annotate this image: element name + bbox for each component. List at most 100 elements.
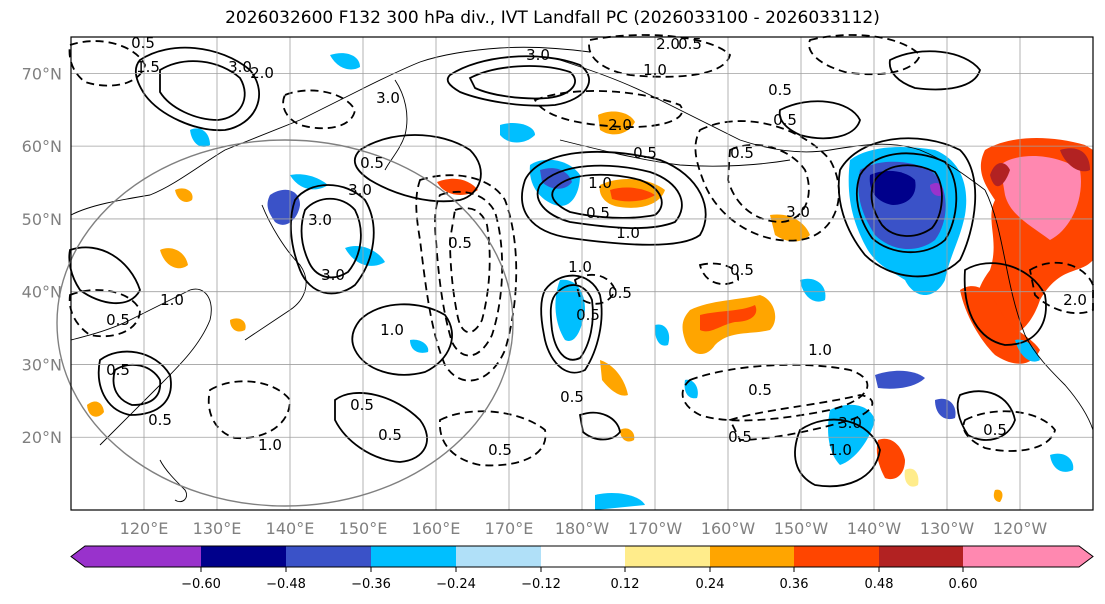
contour-solid-center	[351, 303, 453, 376]
contour-value-label: 3.0	[838, 414, 862, 432]
coast-japan	[244, 204, 307, 341]
contour-solid-se	[956, 390, 1016, 441]
contour-solid-mid2	[549, 284, 594, 361]
contour-value-label: 1.0	[808, 341, 832, 359]
contour-value-label: 1.0	[616, 224, 640, 242]
colorbar-segment	[879, 546, 963, 567]
shaded-anomalies	[87, 53, 1093, 510]
longitude-label: 180°W	[555, 519, 610, 538]
coast-na-west	[984, 189, 1094, 431]
shade-positive-sw	[876, 438, 905, 480]
latitude-label: 30°N	[22, 355, 62, 374]
contour-value-label: 0.5	[360, 154, 384, 172]
contour-value-label: 3.0	[228, 58, 252, 76]
contour-solid-mid	[540, 274, 603, 374]
contour-dashed-alaska	[533, 90, 683, 128]
contour-value-label: 3.0	[376, 89, 400, 107]
shade-positive-alaska	[598, 111, 635, 135]
contour-value-label: 0.5	[106, 311, 130, 329]
contour-solid-ne2	[855, 152, 958, 254]
contour-dashed-e	[698, 262, 739, 285]
contour-solid-arctic2	[468, 65, 576, 100]
shade-negative-japan2	[290, 174, 328, 190]
shade-positive-gulf	[770, 214, 810, 242]
shade-positive-sub	[904, 468, 919, 487]
contour-value-label: 1.0	[568, 258, 592, 276]
longitude-label: 140°E	[266, 519, 315, 538]
coast-asia	[70, 46, 591, 216]
colorbar-tick-label: 0.60	[949, 577, 978, 592]
shade-positive-mid	[682, 295, 776, 355]
contour-value-label: 0.5	[633, 144, 657, 162]
shade-negative-dark	[869, 170, 916, 205]
contour-value-label: 0.5	[983, 421, 1007, 439]
longitude-label: 160°E	[412, 519, 461, 538]
colorbar-tick-label: −0.12	[521, 577, 561, 592]
colorbar-segment	[710, 546, 794, 567]
divergence-contours	[68, 34, 1094, 488]
colorbar-segment	[456, 546, 541, 567]
contour-value-label: 3.0	[786, 203, 810, 221]
contour-dashed-se	[962, 410, 1056, 452]
latitude-label: 40°N	[22, 283, 62, 302]
contour-value-label: 0.5	[748, 381, 772, 399]
colorbar-tick-label: −0.36	[351, 577, 391, 592]
colorbar-segment	[541, 546, 625, 567]
colorbar-tick-label: −0.24	[436, 577, 476, 592]
shade-negative-japan	[267, 189, 300, 225]
contour-value-label: 0.5	[448, 234, 472, 252]
contour-value-label: 1.5	[136, 58, 160, 76]
contour-value-label: 0.5	[350, 396, 374, 414]
latitude-label: 50°N	[22, 210, 62, 229]
contour-value-label: 0.5	[608, 284, 632, 302]
contour-value-label: 0.5	[728, 428, 752, 446]
contour-value-label: 0.5	[576, 306, 600, 324]
map-frame	[70, 36, 1094, 511]
contour-solid-w3	[112, 363, 162, 406]
contour-dashed-arctic	[588, 34, 731, 78]
longitude-label: 160°W	[701, 519, 756, 538]
contour-solid-japan2	[300, 197, 362, 279]
shade-positive-dark2	[1060, 148, 1090, 172]
latitude-label: 60°N	[22, 137, 62, 156]
latitude-label: 70°N	[22, 64, 62, 83]
contour-value-label: 0.5	[488, 441, 512, 459]
contour-dashed-mid	[415, 174, 518, 382]
coast-alaska	[559, 59, 986, 191]
contour-value-label: 0.5	[773, 111, 797, 129]
contour-value-label: 1.0	[643, 61, 667, 79]
contour-value-label: 0.5	[768, 81, 792, 99]
contour-value-label: 3.0	[321, 266, 345, 284]
colorbar-tick-label: 0.24	[696, 577, 725, 592]
shade-positive-kamchatka	[437, 178, 478, 195]
range-circle	[56, 139, 514, 507]
plot-title: 2026032600 F132 300 hPa div., IVT Landfa…	[225, 8, 880, 28]
contour-dashed-ne	[808, 34, 922, 76]
longitude-label: 150°E	[339, 519, 388, 538]
contour-solid-sse	[578, 411, 621, 441]
shade-negative-alaska	[500, 123, 535, 143]
shade-positive-w2	[87, 401, 104, 417]
colorbar-segment	[963, 546, 1093, 567]
colorbar-segment	[625, 546, 710, 567]
contour-solid-s	[794, 418, 881, 488]
shade-positive-w3	[620, 428, 635, 442]
shade-negative-s	[595, 493, 645, 510]
contour-value-label: 3.0	[348, 181, 372, 199]
contour-dashed-gulf	[694, 120, 840, 242]
contour-value-label: 1.0	[160, 291, 184, 309]
contour-dashed-mid2	[434, 190, 504, 357]
contour-solid-e	[963, 262, 1047, 346]
map-panel: 2.00.51.03.00.51.5 3.02.03.02.00.51.00.53…	[56, 34, 1094, 511]
colorbar-segment	[286, 546, 371, 567]
colorbar-tick-label: 0.48	[865, 577, 894, 592]
longitude-labels: 120°E 130°E 140°E 150°E 160°E 170°E 180°W 170°W…	[120, 519, 1048, 538]
contour-solid-nw2	[159, 60, 246, 121]
contour-value-label: 0.5	[148, 411, 172, 429]
coast-aleutians	[559, 139, 791, 167]
colorbar-tick-label: 0.36	[780, 577, 809, 592]
contour-solid-ne	[837, 137, 977, 278]
contour-solid-w1	[68, 246, 141, 305]
shade-negative-n	[330, 53, 360, 70]
